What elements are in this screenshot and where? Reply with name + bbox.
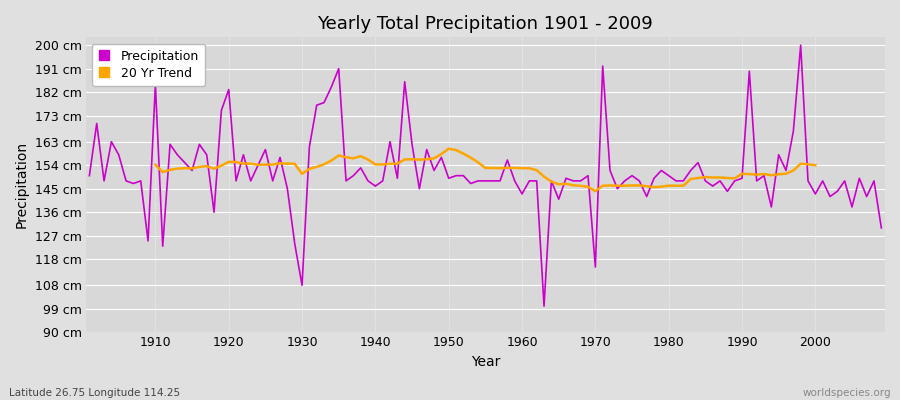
Title: Yearly Total Precipitation 1901 - 2009: Yearly Total Precipitation 1901 - 2009 (318, 15, 653, 33)
Text: Latitude 26.75 Longitude 114.25: Latitude 26.75 Longitude 114.25 (9, 388, 180, 398)
Text: worldspecies.org: worldspecies.org (803, 388, 891, 398)
X-axis label: Year: Year (471, 355, 500, 369)
Legend: Precipitation, 20 Yr Trend: Precipitation, 20 Yr Trend (92, 44, 205, 86)
Y-axis label: Precipitation: Precipitation (15, 141, 29, 228)
